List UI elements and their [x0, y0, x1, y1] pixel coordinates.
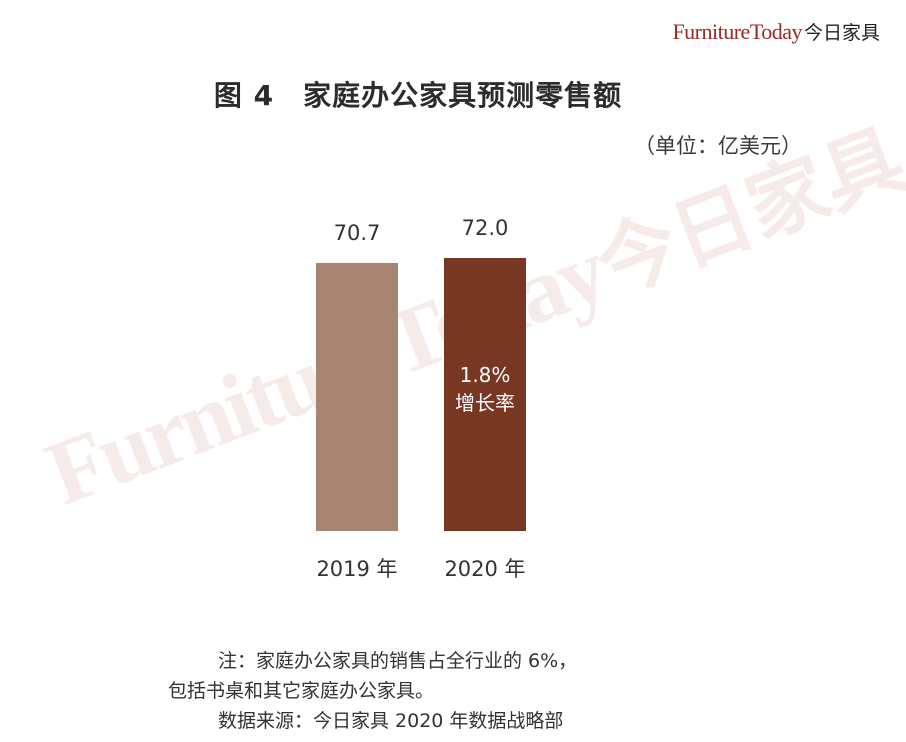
growth-rate-label: 增长率 [455, 391, 515, 415]
brand-logo: FurnitureToday 今日家具 [672, 18, 880, 45]
brand-cn-text: 今日家具 [803, 22, 880, 44]
unit-label: （单位：亿美元） [634, 134, 802, 158]
growth-rate-value: 1.8% [460, 363, 511, 387]
source-line: 数据来源：今日家具 2020 年数据战略部 [218, 710, 564, 732]
value-label-1: 70.7 [334, 221, 381, 245]
chart-title: 图 4 家庭办公家具预测零售额 [213, 79, 623, 112]
bar-2 [444, 258, 526, 531]
note-line-2: 包括书桌和其它家庭办公家具。 [168, 680, 435, 702]
bar-1 [316, 262, 398, 531]
category-label-1: 2019 年 [316, 557, 397, 581]
brand-latin-text: FurnitureToday [672, 19, 802, 44]
note-line-1: 注：家庭办公家具的销售占全行业的 6%， [218, 650, 578, 672]
value-label-2: 72.0 [462, 216, 509, 240]
category-label-2: 2020 年 [444, 557, 525, 581]
